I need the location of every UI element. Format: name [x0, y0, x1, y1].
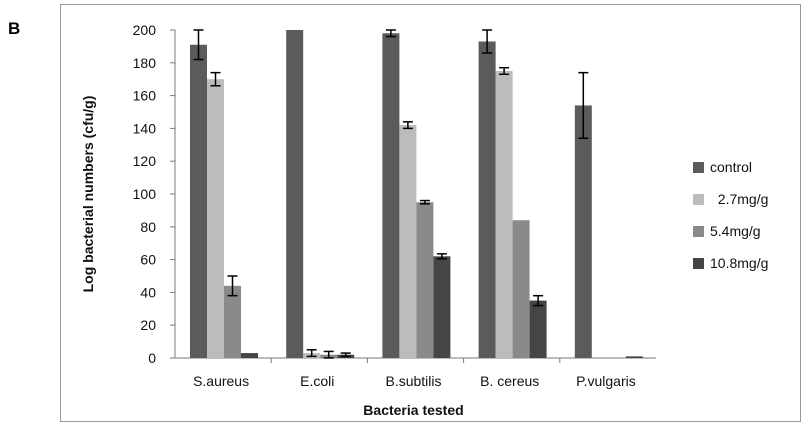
- y-tick-label: 20: [140, 317, 156, 333]
- y-axis-title-group: Log bacterial numbers (cfu/g): [80, 96, 96, 293]
- legend: control 2.7mg/g 5.4mg/g 10.8mg/g: [693, 159, 768, 271]
- panel-letter: B: [8, 19, 21, 38]
- y-tick-label: 160: [133, 88, 157, 104]
- bar: [207, 79, 224, 358]
- legend-swatch: [693, 226, 704, 237]
- y-tick-label: 120: [133, 153, 157, 169]
- legend-label: control: [710, 159, 752, 175]
- bar: [382, 33, 400, 358]
- bar: [286, 30, 304, 358]
- bar: [625, 356, 643, 358]
- plot-area: 0 20 40 60 80 100 120 140 160 180 200 S.aureus E.col…: [133, 22, 656, 389]
- bar: [433, 256, 451, 358]
- x-tick-label: B. cereus: [480, 373, 539, 389]
- y-tick-label: 40: [140, 284, 156, 300]
- chart-frame: [60, 4, 801, 422]
- bar: [399, 125, 417, 359]
- legend-swatch: [693, 194, 704, 205]
- legend-swatch: [693, 258, 704, 269]
- bar: [478, 41, 496, 358]
- x-axis-title: Bacteria tested: [363, 402, 463, 418]
- x-tick-label: B.subtilis: [385, 373, 441, 389]
- bar: [495, 71, 513, 358]
- y-axis-title: Log bacterial numbers (cfu/g): [80, 96, 96, 293]
- legend-label: 5.4mg/g: [710, 223, 761, 239]
- y-tick-label: 60: [140, 252, 156, 268]
- bar: [512, 220, 530, 358]
- bar: [416, 202, 434, 358]
- x-tick-label: P.vulgaris: [576, 373, 636, 389]
- bar: [224, 285, 241, 358]
- bar: [574, 105, 592, 358]
- legend-label: 2.7mg/g: [710, 191, 768, 207]
- bar: [529, 300, 547, 358]
- x-tick-label: S.aureus: [193, 373, 249, 389]
- y-tick-label: 80: [140, 219, 156, 235]
- legend-swatch: [693, 162, 704, 173]
- y-tick-label: 0: [148, 350, 156, 366]
- y-tick-label: 100: [133, 186, 157, 202]
- y-tick-label: 140: [133, 120, 157, 136]
- bar: [190, 44, 207, 358]
- y-tick-label: 200: [133, 22, 157, 38]
- bar: [241, 353, 258, 358]
- legend-label: 10.8mg/g: [710, 255, 768, 271]
- x-tick-label: E.coli: [300, 373, 334, 389]
- y-tick-label: 180: [133, 55, 157, 71]
